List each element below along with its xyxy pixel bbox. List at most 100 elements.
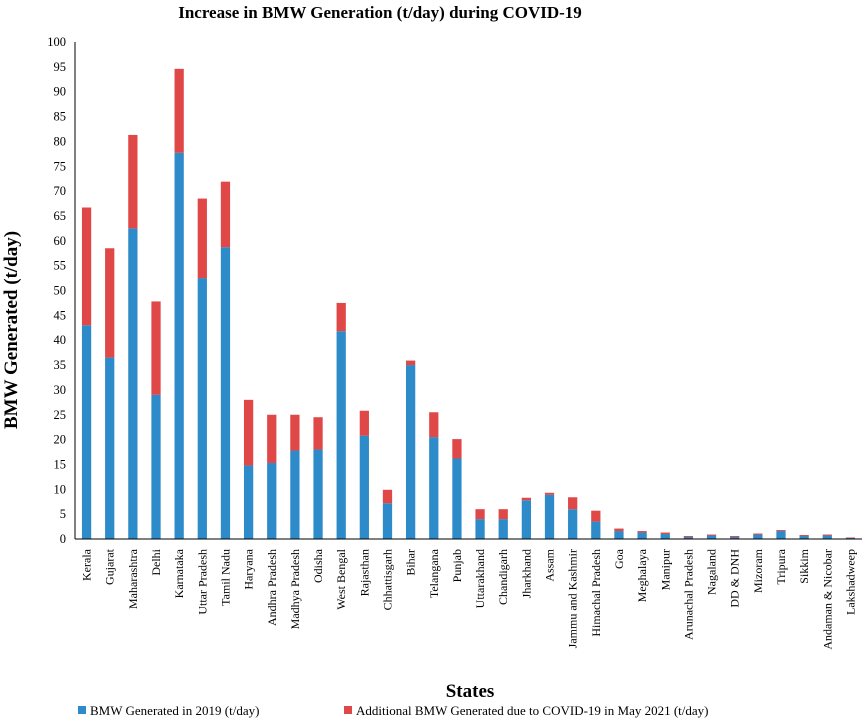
bar-covid-additional — [382, 489, 393, 504]
bar-2019 — [81, 325, 92, 539]
bar-2019 — [128, 228, 138, 539]
bar-2019 — [591, 521, 601, 539]
bar-covid-additional — [128, 134, 138, 229]
category-label: Goa — [612, 548, 626, 569]
legend-swatch-covid — [344, 706, 352, 714]
bar-covid-additional — [498, 509, 508, 520]
bar-2019 — [290, 450, 300, 539]
bar-2019 — [197, 278, 207, 539]
bars — [81, 68, 856, 540]
y-axis-title: BMW Generated (t/day) — [1, 231, 22, 429]
legend-label-covid: Additional BMW Generated due to COVID-19… — [356, 703, 709, 718]
bar-2019 — [776, 531, 786, 539]
bar-2019 — [498, 519, 508, 539]
bar-2019 — [637, 532, 647, 539]
bar-covid-additional — [660, 532, 670, 535]
bar-covid-additional — [267, 414, 277, 463]
bar-covid-additional — [359, 410, 369, 436]
y-tick-label: 40 — [54, 333, 67, 347]
bar-covid-additional — [336, 302, 346, 332]
y-tick-label: 90 — [54, 85, 67, 99]
bar-covid-additional — [429, 412, 439, 438]
category-label: Andaman & Nicobar — [820, 549, 834, 650]
y-tick-label: 15 — [54, 457, 67, 471]
category-label: Mizoram — [751, 548, 765, 593]
y-tick-label: 95 — [54, 60, 67, 74]
category-label: Manipur — [658, 549, 672, 590]
bar-2019 — [174, 152, 184, 539]
bar-2019 — [151, 394, 161, 539]
y-axis-title-group: BMW Generated (t/day) — [1, 231, 22, 429]
bar-covid-additional — [683, 536, 694, 538]
bar-covid-additional — [105, 248, 115, 358]
category-label: Chandigarh — [496, 549, 510, 605]
category-label: Nagaland — [705, 549, 719, 595]
y-tick-label: 100 — [47, 35, 66, 49]
category-label: Karnataka — [172, 548, 186, 598]
bar-covid-additional — [753, 533, 763, 535]
category-label: Rajasthan — [357, 549, 371, 596]
bar-covid-additional — [452, 439, 462, 459]
bar-2019 — [730, 537, 740, 539]
bar-covid-additional — [313, 417, 323, 450]
y-tick-label: 60 — [54, 234, 67, 248]
category-label: Telangana — [427, 548, 441, 598]
bar-covid-additional — [197, 198, 207, 279]
bar-covid-additional — [614, 528, 624, 532]
category-label: West Bengal — [334, 548, 348, 609]
y-tick-label: 5 — [60, 507, 66, 521]
bar-2019 — [799, 536, 809, 539]
bar-covid-additional — [706, 534, 717, 536]
category-label: Jammu and Kashmir — [566, 549, 580, 648]
category-label: Andhra Pradesh — [265, 549, 279, 626]
bar-covid-additional — [151, 301, 161, 395]
category-label: Chhattisgarh — [380, 549, 394, 610]
y-tick-label: 50 — [54, 284, 67, 298]
bar-2019 — [475, 519, 485, 539]
category-label: Bihar — [404, 549, 418, 576]
category-label: Maharashtra — [126, 548, 140, 609]
bar-covid-additional — [220, 181, 231, 248]
bar-covid-additional — [521, 497, 531, 501]
y-tick-label: 55 — [54, 259, 67, 273]
category-label: Jharkhand — [519, 549, 533, 598]
bar-covid-additional — [475, 509, 485, 520]
bar-2019 — [267, 462, 277, 539]
bar-covid-additional — [637, 531, 647, 533]
bar-2019 — [220, 247, 231, 540]
bar-2019 — [359, 435, 369, 539]
legend-label-2019: BMW Generated in 2019 (t/day) — [90, 703, 259, 718]
category-label: Sikkim — [797, 548, 811, 583]
y-tick-label: 75 — [54, 159, 67, 173]
y-tick-label: 35 — [54, 358, 67, 372]
bar-2019 — [753, 534, 763, 539]
category-label: Uttar Pradesh — [195, 549, 209, 615]
category-label: Meghalaya — [635, 548, 649, 602]
legend-swatch-2019 — [78, 706, 86, 714]
category-label: Odisha — [311, 548, 325, 583]
bar-2019 — [429, 437, 439, 539]
y-tick-label: 70 — [54, 184, 67, 198]
category-label: Arunachal Pradesh — [681, 549, 695, 640]
bar-2019 — [568, 509, 578, 539]
chart-title: Increase in BMW Generation (t/day) durin… — [178, 3, 582, 22]
bar-covid-additional — [591, 510, 601, 522]
bar-2019 — [683, 537, 694, 539]
y-tick-label: 80 — [54, 134, 67, 148]
bar-2019 — [243, 465, 254, 539]
bar-covid-additional — [799, 535, 809, 537]
bar-2019 — [822, 535, 832, 539]
category-label: Haryana — [242, 548, 256, 589]
bar-2019 — [521, 500, 531, 539]
y-tick-label: 65 — [54, 209, 67, 223]
y-tick-label: 20 — [54, 433, 67, 447]
bar-covid-additional — [822, 534, 832, 536]
y-tick-label: 25 — [54, 408, 67, 422]
y-tick-labels: 0 5 10 15 20 25 30 35 40 45 50 55 60 65 70 75 80 85 90 95 10… — [47, 35, 66, 546]
bar-2019 — [706, 535, 717, 539]
category-label: Uttarakhand — [473, 549, 487, 608]
bar-2019 — [544, 494, 555, 539]
bar-2019 — [660, 534, 670, 539]
bar-covid-additional — [81, 207, 92, 326]
